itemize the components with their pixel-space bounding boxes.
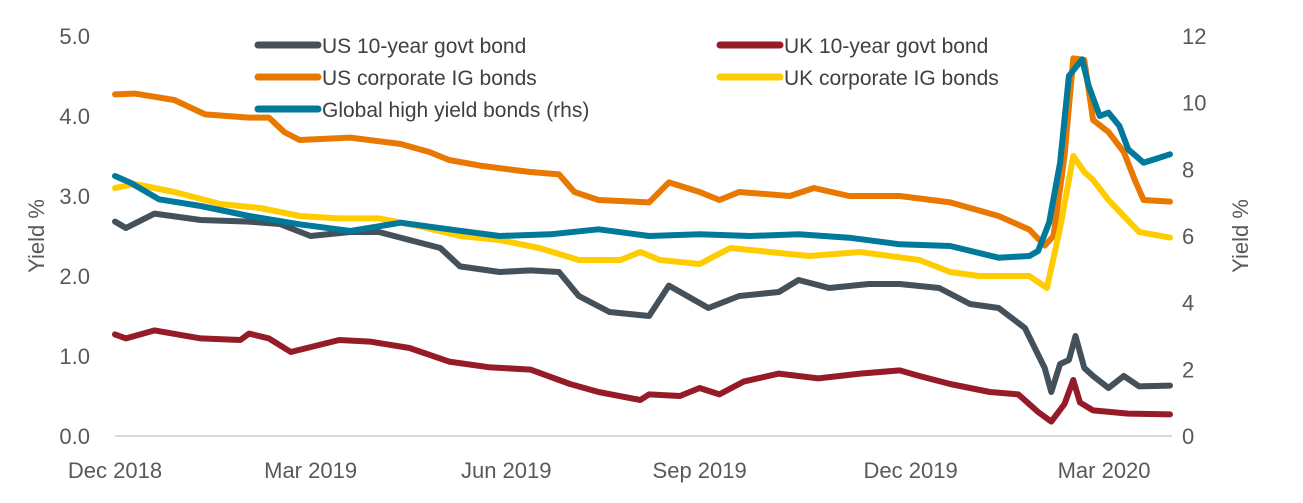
legend: US 10-year govt bond UK 10-year govt bond…	[254, 35, 999, 122]
x-tick-label: Mar 2019	[264, 458, 357, 483]
y-tick-label: 2.0	[59, 264, 90, 289]
legend-label: UK 10-year govt bond	[784, 35, 988, 58]
legend-label: US corporate IG bonds	[322, 67, 537, 90]
y2-tick-label: 6	[1182, 224, 1194, 249]
right-axis-ticks: 0 2 4 6 8 10 12	[1182, 24, 1206, 449]
y2-tick-label: 10	[1182, 91, 1206, 116]
right-axis-title: Yield %	[1228, 199, 1253, 273]
legend-label: UK corporate IG bonds	[784, 67, 999, 90]
y-tick-label: 4.0	[59, 104, 90, 129]
series-line-global-high-yield-bonds-rhs	[112, 56, 1173, 261]
y-tick-label: 1.0	[59, 344, 90, 369]
legend-label: US 10-year govt bond	[322, 35, 526, 58]
series-layer	[112, 55, 1173, 425]
left-axis-ticks: 0.0 1.0 2.0 3.0 4.0 5.0	[59, 24, 90, 449]
x-tick-label: Sep 2019	[653, 458, 747, 483]
y2-tick-label: 2	[1182, 357, 1194, 382]
x-tick-label: Dec 2018	[68, 458, 162, 483]
left-axis-title: Yield %	[24, 199, 49, 273]
y2-tick-label: 4	[1182, 291, 1194, 316]
x-tick-label: Dec 2019	[864, 458, 958, 483]
series-line-uk-corporate-ig-bonds	[112, 153, 1173, 291]
y-tick-label: 3.0	[59, 184, 90, 209]
x-tick-label: Mar 2020	[1058, 458, 1151, 483]
y-tick-label: 5.0	[59, 24, 90, 49]
x-tick-label: Jun 2019	[461, 458, 552, 483]
y-tick-label: 0.0	[59, 424, 90, 449]
series-line-uk-10-year-govt-bond	[112, 327, 1173, 425]
legend-label: Global high yield bonds (rhs)	[322, 99, 589, 122]
series-line-us-corporate-ig-bonds	[112, 55, 1173, 249]
series-line-us-10-year-govt-bond	[112, 210, 1173, 395]
y2-tick-label: 12	[1182, 24, 1206, 49]
x-axis-ticks: Dec 2018 Mar 2019 Jun 2019 Sep 2019 Dec 2019…	[68, 458, 1151, 483]
y2-tick-label: 0	[1182, 424, 1194, 449]
y2-tick-label: 8	[1182, 157, 1194, 182]
